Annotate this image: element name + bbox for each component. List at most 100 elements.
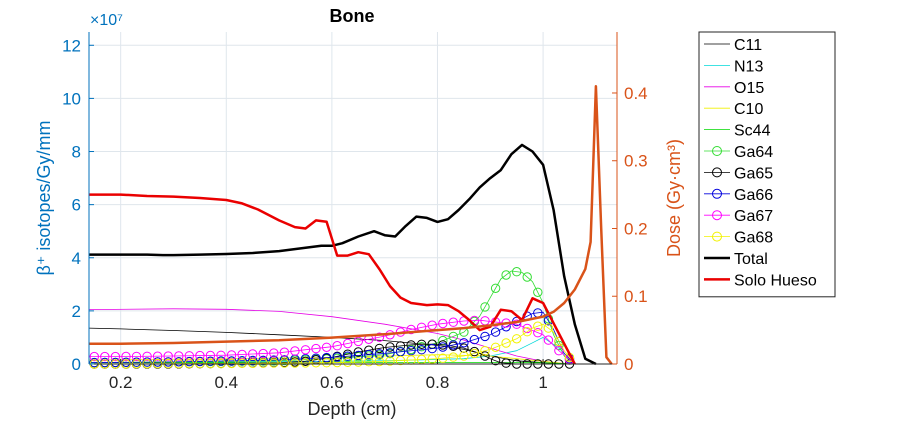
y-left-tick-label: 4 [72, 249, 81, 268]
series-marker-ga67 [406, 324, 416, 335]
series-marker-ga67 [353, 336, 363, 347]
series-line-solo-hueso [89, 193, 576, 365]
legend-marker-ga64 [712, 146, 722, 156]
legend-label-o15: O15 [734, 80, 764, 97]
series-marker-ga67 [554, 346, 564, 356]
x-tick-label: 0.6 [320, 373, 344, 392]
series-marker-ga68 [321, 358, 332, 368]
series-marker-ga68 [480, 346, 490, 356]
series-marker-ga64 [416, 342, 427, 352]
legend-label-solo-hueso: Solo Hueso [734, 272, 817, 289]
y-left-tick-label: 6 [72, 196, 81, 215]
series-marker-ga68 [533, 321, 543, 331]
series-marker-ga67 [100, 351, 110, 362]
series-marker-ga67 [512, 319, 522, 329]
x-tick-label: 1 [538, 373, 547, 392]
series-marker-ga64 [512, 267, 522, 277]
series-marker-ga67 [321, 342, 332, 352]
series-marker-ga68 [290, 358, 300, 368]
series-line-o15 [88, 308, 570, 365]
series-marker-ga68 [374, 356, 385, 367]
series-marker-ga66 [448, 340, 458, 350]
legend: C11 N13 O15 C10 Sc44 Ga64 Ga65 Ga66 Ga67 Ga68 Tota… [698, 31, 836, 298]
series-marker-ga67 [142, 351, 152, 361]
series-marker-ga67 [300, 345, 311, 355]
series-marker-ga66 [469, 334, 480, 345]
series-marker-ga67 [121, 351, 131, 362]
series-marker-ga66 [374, 349, 385, 359]
series-marker-ga66 [226, 356, 237, 366]
series-marker-ga68 [237, 358, 247, 368]
series-marker-ga68 [226, 358, 237, 369]
legend-label-sc44: Sc44 [734, 123, 771, 140]
series-marker-ga67 [269, 348, 279, 358]
series-marker-ga67 [258, 348, 268, 359]
series-marker-ga66 [205, 356, 216, 366]
series-marker-ga66 [427, 343, 437, 354]
x-tick-label: 0.2 [109, 373, 133, 392]
series-marker-ga67 [89, 351, 100, 362]
series-marker-ga65 [353, 347, 363, 357]
chart-title: Bone [330, 6, 375, 26]
series-marker-ga67 [279, 347, 290, 357]
series-line-c11 [88, 327, 570, 365]
series-marker-ga64 [501, 270, 511, 280]
series-marker-ga68 [490, 342, 501, 352]
y-right-tick-label: 0.1 [624, 287, 648, 306]
series-marker-ga66 [343, 351, 353, 361]
series-marker-ga67 [163, 351, 173, 361]
series-line-dose-profile [89, 84, 613, 365]
series-marker-ga65 [490, 356, 501, 366]
series-marker-ga68 [438, 353, 448, 363]
y-right-tick-label: 0 [624, 355, 633, 374]
series-marker-ga67 [438, 318, 448, 329]
series-marker-ga68 [459, 351, 469, 361]
legend-label-n13: N13 [734, 58, 763, 75]
series-marker-ga68 [522, 327, 532, 337]
series-marker-ga67 [131, 351, 142, 362]
series-marker-ga68 [300, 358, 311, 368]
series-marker-ga68 [248, 358, 258, 368]
legend-marker-ga66 [712, 188, 722, 199]
series-marker-ga65 [416, 339, 427, 349]
y-axis-right-label: Dose (Gy·cm³) [664, 139, 684, 257]
series-marker-ga67 [184, 351, 195, 361]
series-marker-ga64 [522, 272, 532, 282]
legend-label-c11: C11 [734, 37, 762, 54]
series-marker-ga65 [374, 343, 385, 354]
series-marker-ga68 [395, 355, 406, 366]
series-marker-ga68 [364, 357, 374, 367]
series-marker-ga66 [248, 355, 258, 366]
series-marker-ga68 [332, 357, 342, 368]
series-marker-ga66 [195, 356, 205, 367]
series-marker-ga67 [248, 349, 258, 359]
series-line-c10 [88, 354, 570, 365]
legend-label-ga67: Ga67 [734, 208, 773, 225]
series-marker-ga65 [501, 358, 511, 368]
series-marker-ga68 [258, 358, 268, 368]
series-marker-ga68 [512, 334, 522, 344]
series-marker-ga68 [279, 358, 290, 368]
y-left-tick-label: 12 [62, 36, 81, 55]
series-marker-ga66 [416, 345, 427, 355]
series-line-total [89, 143, 597, 366]
series-marker-ga65 [406, 340, 416, 350]
legend-label-ga64: Ga64 [734, 144, 773, 161]
series-marker-ga67 [343, 338, 353, 349]
series-marker-ga65 [385, 342, 395, 352]
y-left-tick-label: 10 [62, 89, 81, 108]
series-marker-ga66 [216, 356, 226, 366]
series-marker-ga68 [543, 323, 554, 333]
series-marker-ga67 [374, 332, 385, 342]
y-right-tick-label: 0.3 [624, 152, 648, 171]
legend-box [698, 31, 836, 298]
series-marker-ga67 [152, 351, 163, 361]
series-marker-ga67 [448, 317, 458, 327]
series-marker-ga66 [490, 327, 501, 337]
legend-marker-ga68 [712, 231, 722, 242]
series-marker-ga66 [406, 346, 416, 356]
legend-marker-ga67 [712, 210, 722, 221]
grid [89, 32, 617, 365]
